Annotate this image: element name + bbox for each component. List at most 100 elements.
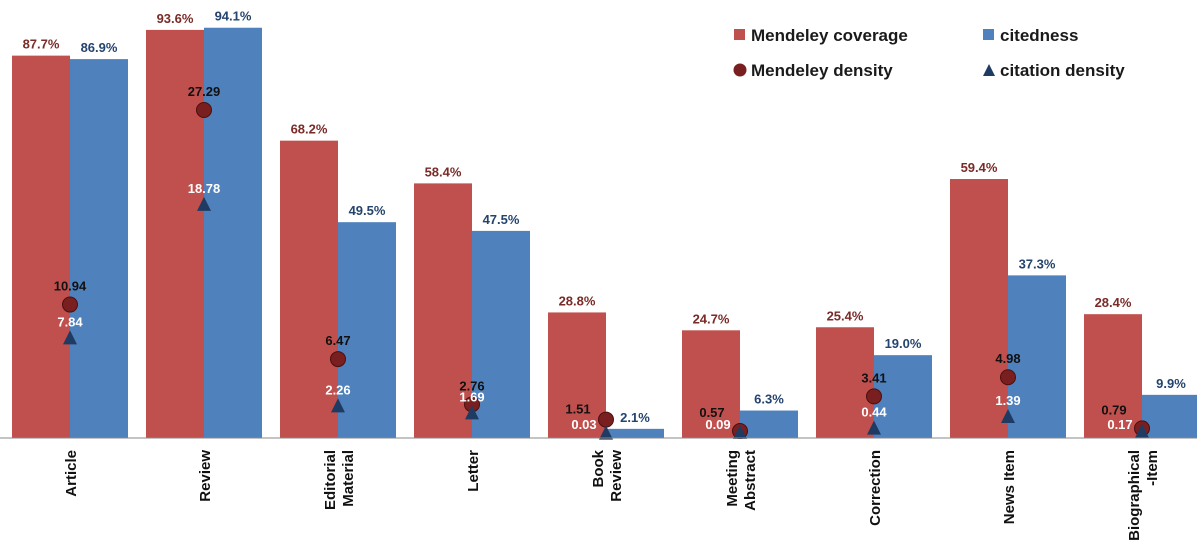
x-tick-label: Book Review xyxy=(590,449,625,501)
legend-swatch xyxy=(983,29,994,40)
label-citation-density: 1.69 xyxy=(459,389,484,404)
x-tick-label: Article xyxy=(63,450,80,497)
marker-mendeley-density xyxy=(196,102,212,118)
label-citedness: 86.9% xyxy=(81,40,118,55)
x-axis: Article Review Editorial Material Letter Book… xyxy=(0,437,1197,541)
label-citedness: 37.3% xyxy=(1019,256,1056,271)
marker-citation-density xyxy=(197,196,211,211)
label-citation-density: 7.84 xyxy=(57,314,83,329)
bar-mendeley-coverage xyxy=(146,29,204,439)
label-mendeley-density: 27.29 xyxy=(188,84,221,99)
x-tick-label-line: Book xyxy=(590,449,607,487)
label-citation-density: 0.44 xyxy=(861,405,887,420)
label-citation-density: 1.39 xyxy=(995,393,1020,408)
legend-swatch xyxy=(983,64,995,76)
x-tick-label: Meeting Abstract xyxy=(724,450,759,511)
x-tick-label-line: Biographical xyxy=(1126,450,1143,541)
bar-mendeley-coverage xyxy=(1084,314,1142,438)
legend-label: Mendeley density xyxy=(751,61,893,80)
bar-citedness xyxy=(70,59,128,439)
x-tick-label: Letter xyxy=(465,450,482,492)
marker-citation-density xyxy=(1001,409,1015,424)
label-mendeley-coverage: 28.4% xyxy=(1095,295,1132,310)
label-mendeley-coverage: 24.7% xyxy=(693,311,730,326)
legend-item: citation density xyxy=(983,61,1125,80)
bar-citedness xyxy=(1142,394,1197,438)
legend-swatch xyxy=(733,63,747,77)
label-mendeley-coverage: 58.4% xyxy=(425,164,462,179)
x-tick-label: Editorial Material xyxy=(322,450,357,510)
x-tick-label-line: News Item xyxy=(1001,450,1018,524)
label-citedness: 19.0% xyxy=(885,336,922,351)
marker-citation-density xyxy=(465,405,479,420)
bar-citedness xyxy=(204,27,262,438)
bar-mendeley-coverage xyxy=(816,327,874,438)
bar-mendeley-coverage xyxy=(280,140,338,438)
marker-citation-density xyxy=(1135,423,1149,438)
label-citedness: 49.5% xyxy=(349,203,386,218)
label-citedness: 94.1% xyxy=(215,9,252,24)
x-tick-label: Biographical -Item xyxy=(1126,450,1161,541)
label-citedness: 2.1% xyxy=(620,410,650,425)
label-citedness: 47.5% xyxy=(483,212,520,227)
label-citedness: 9.9% xyxy=(1156,376,1186,391)
marker-mendeley-density xyxy=(866,388,882,405)
label-mendeley-density: 0.79 xyxy=(1101,402,1126,417)
marker-mendeley-density xyxy=(598,411,614,428)
x-tick-label-line: Correction xyxy=(867,450,884,526)
legend-label: Mendeley coverage xyxy=(751,26,908,45)
label-mendeley-density: 6.47 xyxy=(325,333,350,348)
label-citation-density: 0.09 xyxy=(705,417,730,432)
x-tick-label: News Item xyxy=(1001,450,1018,524)
legend: Mendeley coverage citedness Mendeley densi… xyxy=(733,26,1125,80)
bars-layer xyxy=(12,27,1197,439)
x-tick-label-line: -Item xyxy=(1144,450,1161,486)
marker-citation-density xyxy=(599,425,613,440)
label-citation-density: 0.03 xyxy=(571,417,596,432)
bar-citedness xyxy=(1008,275,1066,438)
x-tick-label-line: Editorial xyxy=(322,450,339,510)
bar-citedness xyxy=(740,410,798,438)
bar-mendeley-coverage xyxy=(12,55,70,439)
marker-citation-density xyxy=(331,398,345,413)
label-mendeley-density: 1.51 xyxy=(565,402,590,417)
markers-layer xyxy=(62,102,1150,440)
label-mendeley-density: 3.41 xyxy=(861,370,886,385)
label-mendeley-density: 2.76 xyxy=(459,378,484,393)
label-citation-density: 18.78 xyxy=(188,181,221,196)
label-mendeley-coverage: 68.2% xyxy=(291,122,328,137)
label-citation-density: 0.17 xyxy=(1107,417,1132,432)
x-tick-label-line: Abstract xyxy=(742,450,759,511)
label-mendeley-coverage: 93.6% xyxy=(157,11,194,26)
bar-mendeley-coverage xyxy=(950,179,1008,439)
label-mendeley-density: 10.94 xyxy=(54,279,87,294)
x-tick-label: Review xyxy=(197,450,214,502)
x-tick-label-line: Meeting xyxy=(724,450,741,507)
marker-citation-density xyxy=(733,424,747,439)
legend-item: citedness xyxy=(983,26,1078,45)
bar-citedness xyxy=(606,428,664,438)
x-tick-label-line: Letter xyxy=(465,450,482,492)
marker-citation-density xyxy=(867,420,881,435)
x-tick-label-line: Review xyxy=(608,450,625,502)
marker-citation-density xyxy=(63,330,77,345)
legend-item: Mendeley coverage xyxy=(734,26,908,45)
labels-layer: 87.7% 86.9% 10.94 7.84 93.6% 94.1% 27.29 18.78 6… xyxy=(23,9,1187,432)
label-citation-density: 2.26 xyxy=(325,382,350,397)
bar-mendeley-coverage xyxy=(548,312,606,438)
label-citedness: 6.3% xyxy=(754,392,784,407)
label-mendeley-coverage: 25.4% xyxy=(827,308,864,323)
legend-label: citation density xyxy=(1000,61,1125,80)
marker-mendeley-density xyxy=(330,351,346,368)
x-tick-label-line: Review xyxy=(197,450,214,502)
legend-item: Mendeley density xyxy=(733,61,893,80)
label-mendeley-coverage: 28.8% xyxy=(559,293,596,308)
marker-mendeley-density xyxy=(62,296,78,313)
label-mendeley-coverage: 59.4% xyxy=(961,160,998,175)
bar-citedness xyxy=(874,355,932,438)
legend-label: citedness xyxy=(1000,26,1078,45)
label-mendeley-coverage: 87.7% xyxy=(23,37,60,52)
label-mendeley-density: 0.57 xyxy=(699,405,724,420)
